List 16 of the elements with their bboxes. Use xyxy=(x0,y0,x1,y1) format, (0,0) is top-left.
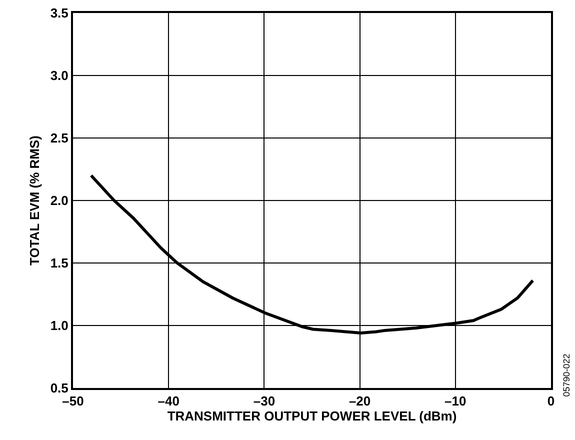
y-tick-label: 2.5 xyxy=(50,130,68,146)
y-tick-label: 1.5 xyxy=(50,256,68,271)
y-axis-title: TOTAL EVM (% RMS) xyxy=(26,136,42,266)
x-tick-label: –50 xyxy=(62,394,84,409)
y-tick-label: 2.0 xyxy=(50,193,68,208)
y-tick-label: 3.5 xyxy=(50,6,68,21)
y-tick-label: 0.5 xyxy=(50,380,68,396)
y-tick-label: 1.0 xyxy=(50,318,68,334)
x-tick-label: –30 xyxy=(253,394,276,409)
x-tick-label: –20 xyxy=(348,394,371,409)
y-tick-label: 3.0 xyxy=(50,68,68,84)
x-tick-label: –10 xyxy=(444,394,466,409)
x-axis-title: TRANSMITTER OUTPUT POWER LEVEL (dBm) xyxy=(167,408,457,424)
x-tick-label: –40 xyxy=(158,394,180,409)
text: 05790-022 xyxy=(561,354,572,397)
x-tick-label: 0 xyxy=(547,394,555,409)
